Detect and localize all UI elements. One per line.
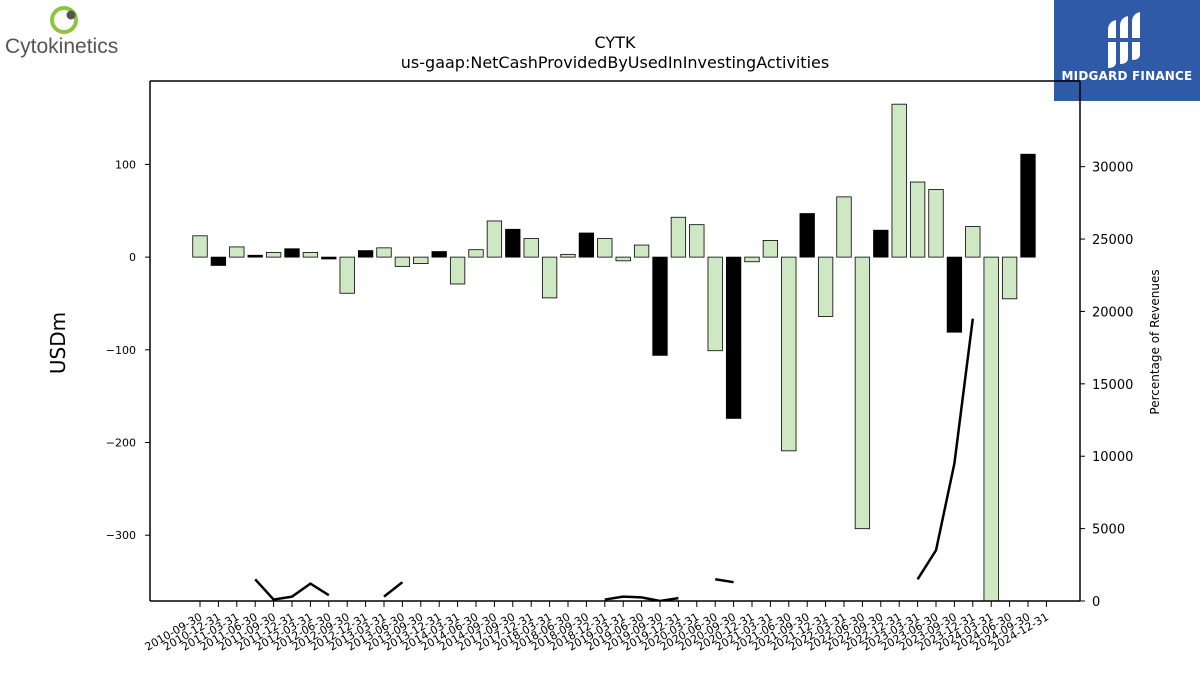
bar — [891, 103, 907, 258]
bar — [247, 254, 263, 258]
bar — [302, 252, 319, 258]
y-tick-label: 100 — [115, 158, 136, 171]
bar — [799, 213, 815, 258]
bar — [505, 228, 521, 258]
y2-tick-label: 10000 — [1092, 450, 1133, 465]
bar — [284, 248, 300, 258]
bar — [578, 232, 595, 258]
y-tick-label: 0 — [129, 251, 136, 264]
bar — [854, 256, 871, 530]
bar — [689, 224, 705, 258]
bar — [744, 256, 760, 263]
bar — [725, 256, 742, 419]
revenue-pct-line — [383, 581, 404, 598]
bar — [983, 256, 999, 601]
bar — [321, 256, 337, 260]
bar — [928, 189, 944, 258]
bar — [229, 246, 245, 258]
revenue-pct-line — [604, 595, 679, 601]
midgard-finance-logo-icon — [1106, 12, 1144, 68]
bar — [541, 256, 558, 299]
y2-tick-label: 5000 — [1092, 523, 1125, 538]
chart-subtitle: us-gaap:NetCashProvidedByUsedInInvesting… — [400, 53, 830, 72]
bar — [486, 220, 503, 258]
bar — [817, 256, 834, 317]
y-tick-label: −100 — [106, 344, 136, 357]
plot-area — [192, 103, 1036, 601]
bar — [449, 256, 466, 285]
y-tick-label: −300 — [106, 529, 136, 542]
bar — [523, 238, 539, 258]
y2-tick-label: 20000 — [1092, 305, 1133, 320]
bar — [652, 256, 668, 356]
bar — [560, 253, 576, 258]
cytokinetics-logo-icon: Cytokinetics — [5, 6, 118, 58]
bar — [909, 181, 926, 258]
bar — [413, 256, 429, 265]
y2-tick-label: 0 — [1092, 595, 1100, 610]
bar — [210, 256, 227, 266]
bar — [1001, 256, 1018, 300]
revenue-pct-line — [916, 318, 975, 580]
bar — [836, 196, 852, 258]
bar — [357, 250, 374, 258]
y2-tick-label: 15000 — [1092, 378, 1133, 393]
brand-name: MIDGARD FINANCE — [1061, 69, 1193, 83]
bar — [873, 229, 889, 258]
bar — [468, 249, 484, 258]
bar — [670, 216, 687, 258]
bar — [762, 240, 779, 258]
chart-title: CYTK — [594, 33, 636, 52]
bar — [431, 251, 447, 258]
revenue-pct-line — [254, 578, 330, 601]
bar — [707, 256, 723, 352]
y2-tick-label: 30000 — [1092, 161, 1133, 176]
bar — [339, 256, 355, 294]
logo-text: Cytokinetics — [5, 35, 118, 58]
bar — [781, 256, 797, 452]
bar — [1020, 153, 1036, 258]
midgard-finance-logo: MIDGARD FINANCE — [1054, 0, 1200, 101]
bar — [597, 238, 613, 258]
bar — [615, 256, 631, 262]
bar — [965, 226, 981, 258]
y-tick-label: −200 — [106, 436, 136, 449]
bar — [946, 256, 963, 333]
bar — [265, 252, 282, 258]
y2-tick-label: 25000 — [1092, 233, 1133, 248]
bar — [376, 247, 392, 258]
bar — [394, 256, 411, 267]
revenue-pct-line — [715, 578, 734, 584]
bar — [192, 235, 208, 258]
cytokinetics-logo: Cytokinetics — [4, 4, 129, 60]
bar — [633, 244, 650, 258]
